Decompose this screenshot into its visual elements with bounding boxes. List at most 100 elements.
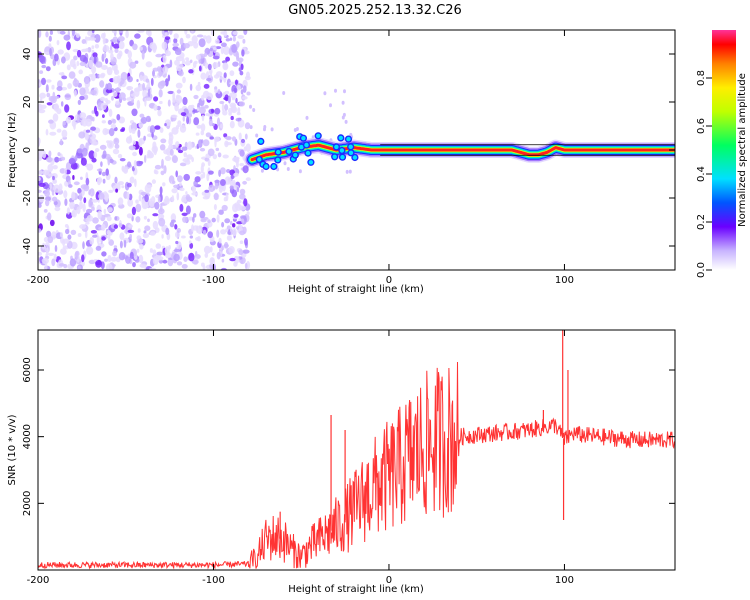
- noise-blob: [106, 216, 112, 222]
- noise-blob: [154, 164, 162, 170]
- noise-blob: [238, 101, 245, 107]
- spectrogram-y-ticks: -40 -20 0 20 40: [22, 48, 675, 254]
- noise-blob: [182, 216, 188, 223]
- noise-blob: [175, 240, 179, 245]
- noise-blob: [156, 256, 164, 261]
- noise-blob: [76, 206, 81, 215]
- noise-blob: [129, 176, 135, 184]
- noise-blob: [79, 95, 85, 101]
- noise-blob: [150, 77, 154, 87]
- noise-blob: [101, 120, 107, 124]
- spectrogram-x-ticks: -200 -100 0 100: [27, 30, 574, 286]
- noise-blob: [85, 129, 91, 133]
- noise-blob: [164, 246, 170, 256]
- noise-blob: [154, 170, 159, 175]
- spectrogram-noise: [38, 30, 354, 270]
- colorbar-ticks: 0.0 0.2 0.4 0.6 0.8: [696, 70, 712, 278]
- noise-blob: [123, 239, 127, 248]
- noise-blob: [179, 37, 184, 46]
- noise-blob: [152, 220, 159, 230]
- noise-blob: [38, 137, 41, 147]
- noise-blob: [49, 183, 52, 190]
- noise-blob: [134, 33, 141, 39]
- noise-blob: [95, 61, 103, 68]
- noise-blob: [142, 82, 146, 91]
- noise-blob: [229, 257, 236, 262]
- noise-blob: [48, 119, 54, 124]
- noise-blob: [219, 179, 226, 186]
- noise-blob: [191, 224, 194, 232]
- noise-blob: [208, 170, 214, 175]
- noise-blob: [73, 181, 80, 186]
- noise-blob: [195, 132, 200, 136]
- noise-blob: [179, 187, 185, 192]
- noise-blob: [90, 73, 96, 82]
- noise-blob: [132, 151, 138, 157]
- noise-blob: [242, 38, 246, 44]
- noise-blob: [202, 195, 210, 200]
- noise-blob: [238, 205, 246, 211]
- noise-blob: [144, 194, 149, 203]
- noise-blob: [132, 43, 138, 51]
- noise-blob: [207, 219, 211, 224]
- noise-blob: [126, 191, 130, 200]
- noise-blob: [40, 245, 47, 253]
- noise-blob: [78, 131, 86, 139]
- noise-blob: [245, 143, 251, 152]
- noise-blob: [138, 254, 144, 264]
- ridge-spot: [258, 139, 263, 144]
- noise-blob: [38, 251, 42, 256]
- noise-blob: [182, 96, 188, 106]
- noise-blob: [174, 48, 182, 56]
- noise-blob: [105, 168, 109, 176]
- noise-blob: [188, 240, 192, 244]
- noise-blob: [201, 162, 206, 167]
- noise-blob: [217, 152, 222, 158]
- noise-blob: [214, 181, 219, 190]
- noise-blob: [134, 178, 137, 188]
- ridge-spot: [308, 160, 314, 165]
- noise-blob: [163, 149, 170, 155]
- noise-blob: [200, 72, 207, 80]
- noise-blob: [177, 120, 182, 127]
- noise-blob: [227, 231, 232, 235]
- noise-blob: [107, 157, 111, 166]
- noise-blob: [73, 89, 77, 97]
- noise-blob: [73, 123, 76, 130]
- noise-blob: [115, 188, 118, 193]
- noise-blob: [102, 114, 105, 118]
- noise-blob: [39, 70, 44, 74]
- noise-blob: [46, 247, 49, 256]
- noise-blob: [67, 83, 72, 89]
- noise-blob: [179, 162, 187, 167]
- noise-blob: [171, 195, 175, 203]
- noise-blob: [119, 240, 123, 249]
- noise-blob: [172, 92, 176, 101]
- noise-blob: [218, 209, 224, 215]
- noise-blob: [131, 108, 138, 117]
- noise-blob: [49, 48, 52, 57]
- noise-blob: [149, 248, 153, 253]
- noise-blob: [61, 75, 68, 80]
- noise-blob: [80, 157, 87, 166]
- noise-blob: [45, 84, 49, 93]
- noise-blob: [153, 146, 158, 156]
- noise-blob: [252, 108, 256, 112]
- noise-blob: [214, 38, 220, 45]
- noise-blob: [38, 109, 46, 114]
- noise-blob: [227, 95, 231, 104]
- noise-blob: [96, 177, 103, 184]
- noise-blob: [136, 79, 139, 82]
- noise-blob: [220, 167, 226, 175]
- noise-blob: [54, 245, 58, 252]
- noise-blob: [223, 72, 227, 79]
- noise-blob: [215, 147, 220, 152]
- noise-blob: [94, 34, 101, 43]
- noise-blob: [103, 52, 107, 58]
- noise-blob: [193, 213, 197, 218]
- noise-blob: [245, 177, 251, 182]
- noise-blob: [213, 204, 217, 211]
- noise-blob: [112, 148, 120, 155]
- noise-blob: [91, 206, 95, 211]
- noise-blob: [220, 123, 224, 129]
